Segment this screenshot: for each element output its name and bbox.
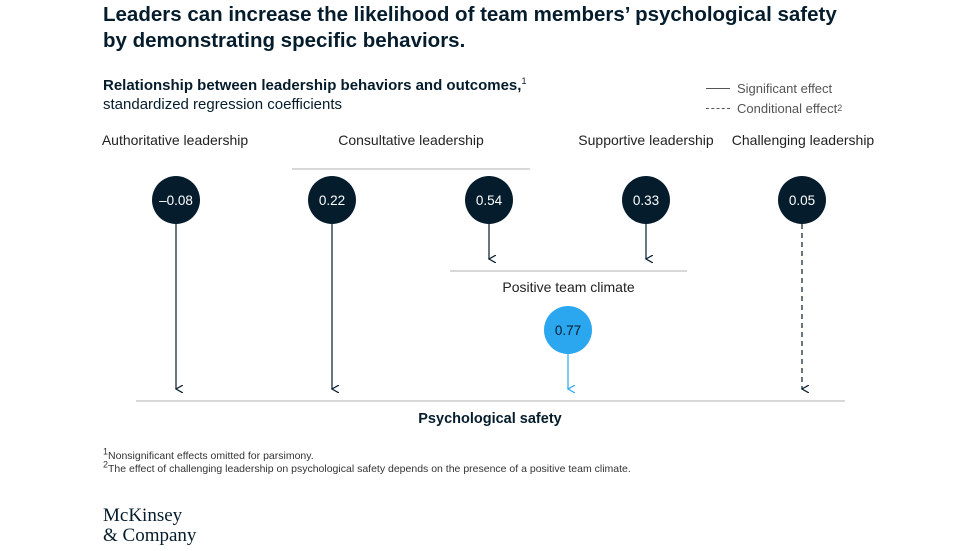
- node-authoritative: –0.08: [152, 176, 200, 224]
- climate-label: Positive team climate: [502, 279, 635, 295]
- node-challenging: 0.05: [778, 176, 826, 224]
- chart-subtitle: Relationship between leadership behavior…: [103, 76, 623, 114]
- category-label-authoritative: Authoritative leadership: [101, 132, 249, 148]
- footnote-2-text: The effect of challenging leadership on …: [108, 463, 631, 475]
- legend-label-significant: Significant effect: [737, 80, 833, 96]
- node-consultative-climate: 0.54: [465, 176, 513, 224]
- category-label-challenging: Challenging leadership: [731, 132, 875, 148]
- subtitle-secondary: standardized regression coefficients: [103, 96, 343, 113]
- footnotes: 1Nonsignificant effects omitted for pars…: [103, 446, 631, 476]
- logo-line-2: & Company: [103, 525, 197, 546]
- footnote-2: 2The effect of challenging leadership on…: [103, 459, 631, 476]
- legend: Significant effect Conditional effect 2: [706, 78, 842, 118]
- node-climate: 0.77: [544, 306, 592, 354]
- footnote-1: 1Nonsignificant effects omitted for pars…: [103, 446, 631, 463]
- legend-item-conditional: Conditional effect 2: [706, 98, 842, 118]
- legend-label-conditional: Conditional effect: [737, 100, 838, 116]
- subtitle-footnote-mark: 1: [521, 76, 527, 86]
- subtitle-main: Relationship between leadership behavior…: [103, 77, 522, 94]
- chart-title: Leaders can increase the likelihood of t…: [103, 3, 837, 52]
- outcome-label: Psychological safety: [418, 411, 562, 427]
- footnote-1-mark: 1: [103, 446, 109, 457]
- solid-line-icon: [706, 87, 730, 89]
- category-label-consultative: Consultative leadership: [338, 132, 484, 148]
- logo-line-1: McKinsey: [103, 505, 183, 526]
- node-supportive: 0.33: [622, 176, 670, 224]
- legend-item-significant: Significant effect: [706, 78, 842, 98]
- footnote-2-mark: 2: [103, 459, 109, 470]
- mckinsey-logo: McKinsey & Company: [103, 506, 196, 546]
- footnote-1-text: Nonsignificant effects omitted for parsi…: [108, 450, 314, 462]
- category-label-supportive: Supportive leadership: [578, 132, 714, 148]
- node-consultative-direct: 0.22: [308, 176, 356, 224]
- dashed-line-icon: [706, 107, 730, 109]
